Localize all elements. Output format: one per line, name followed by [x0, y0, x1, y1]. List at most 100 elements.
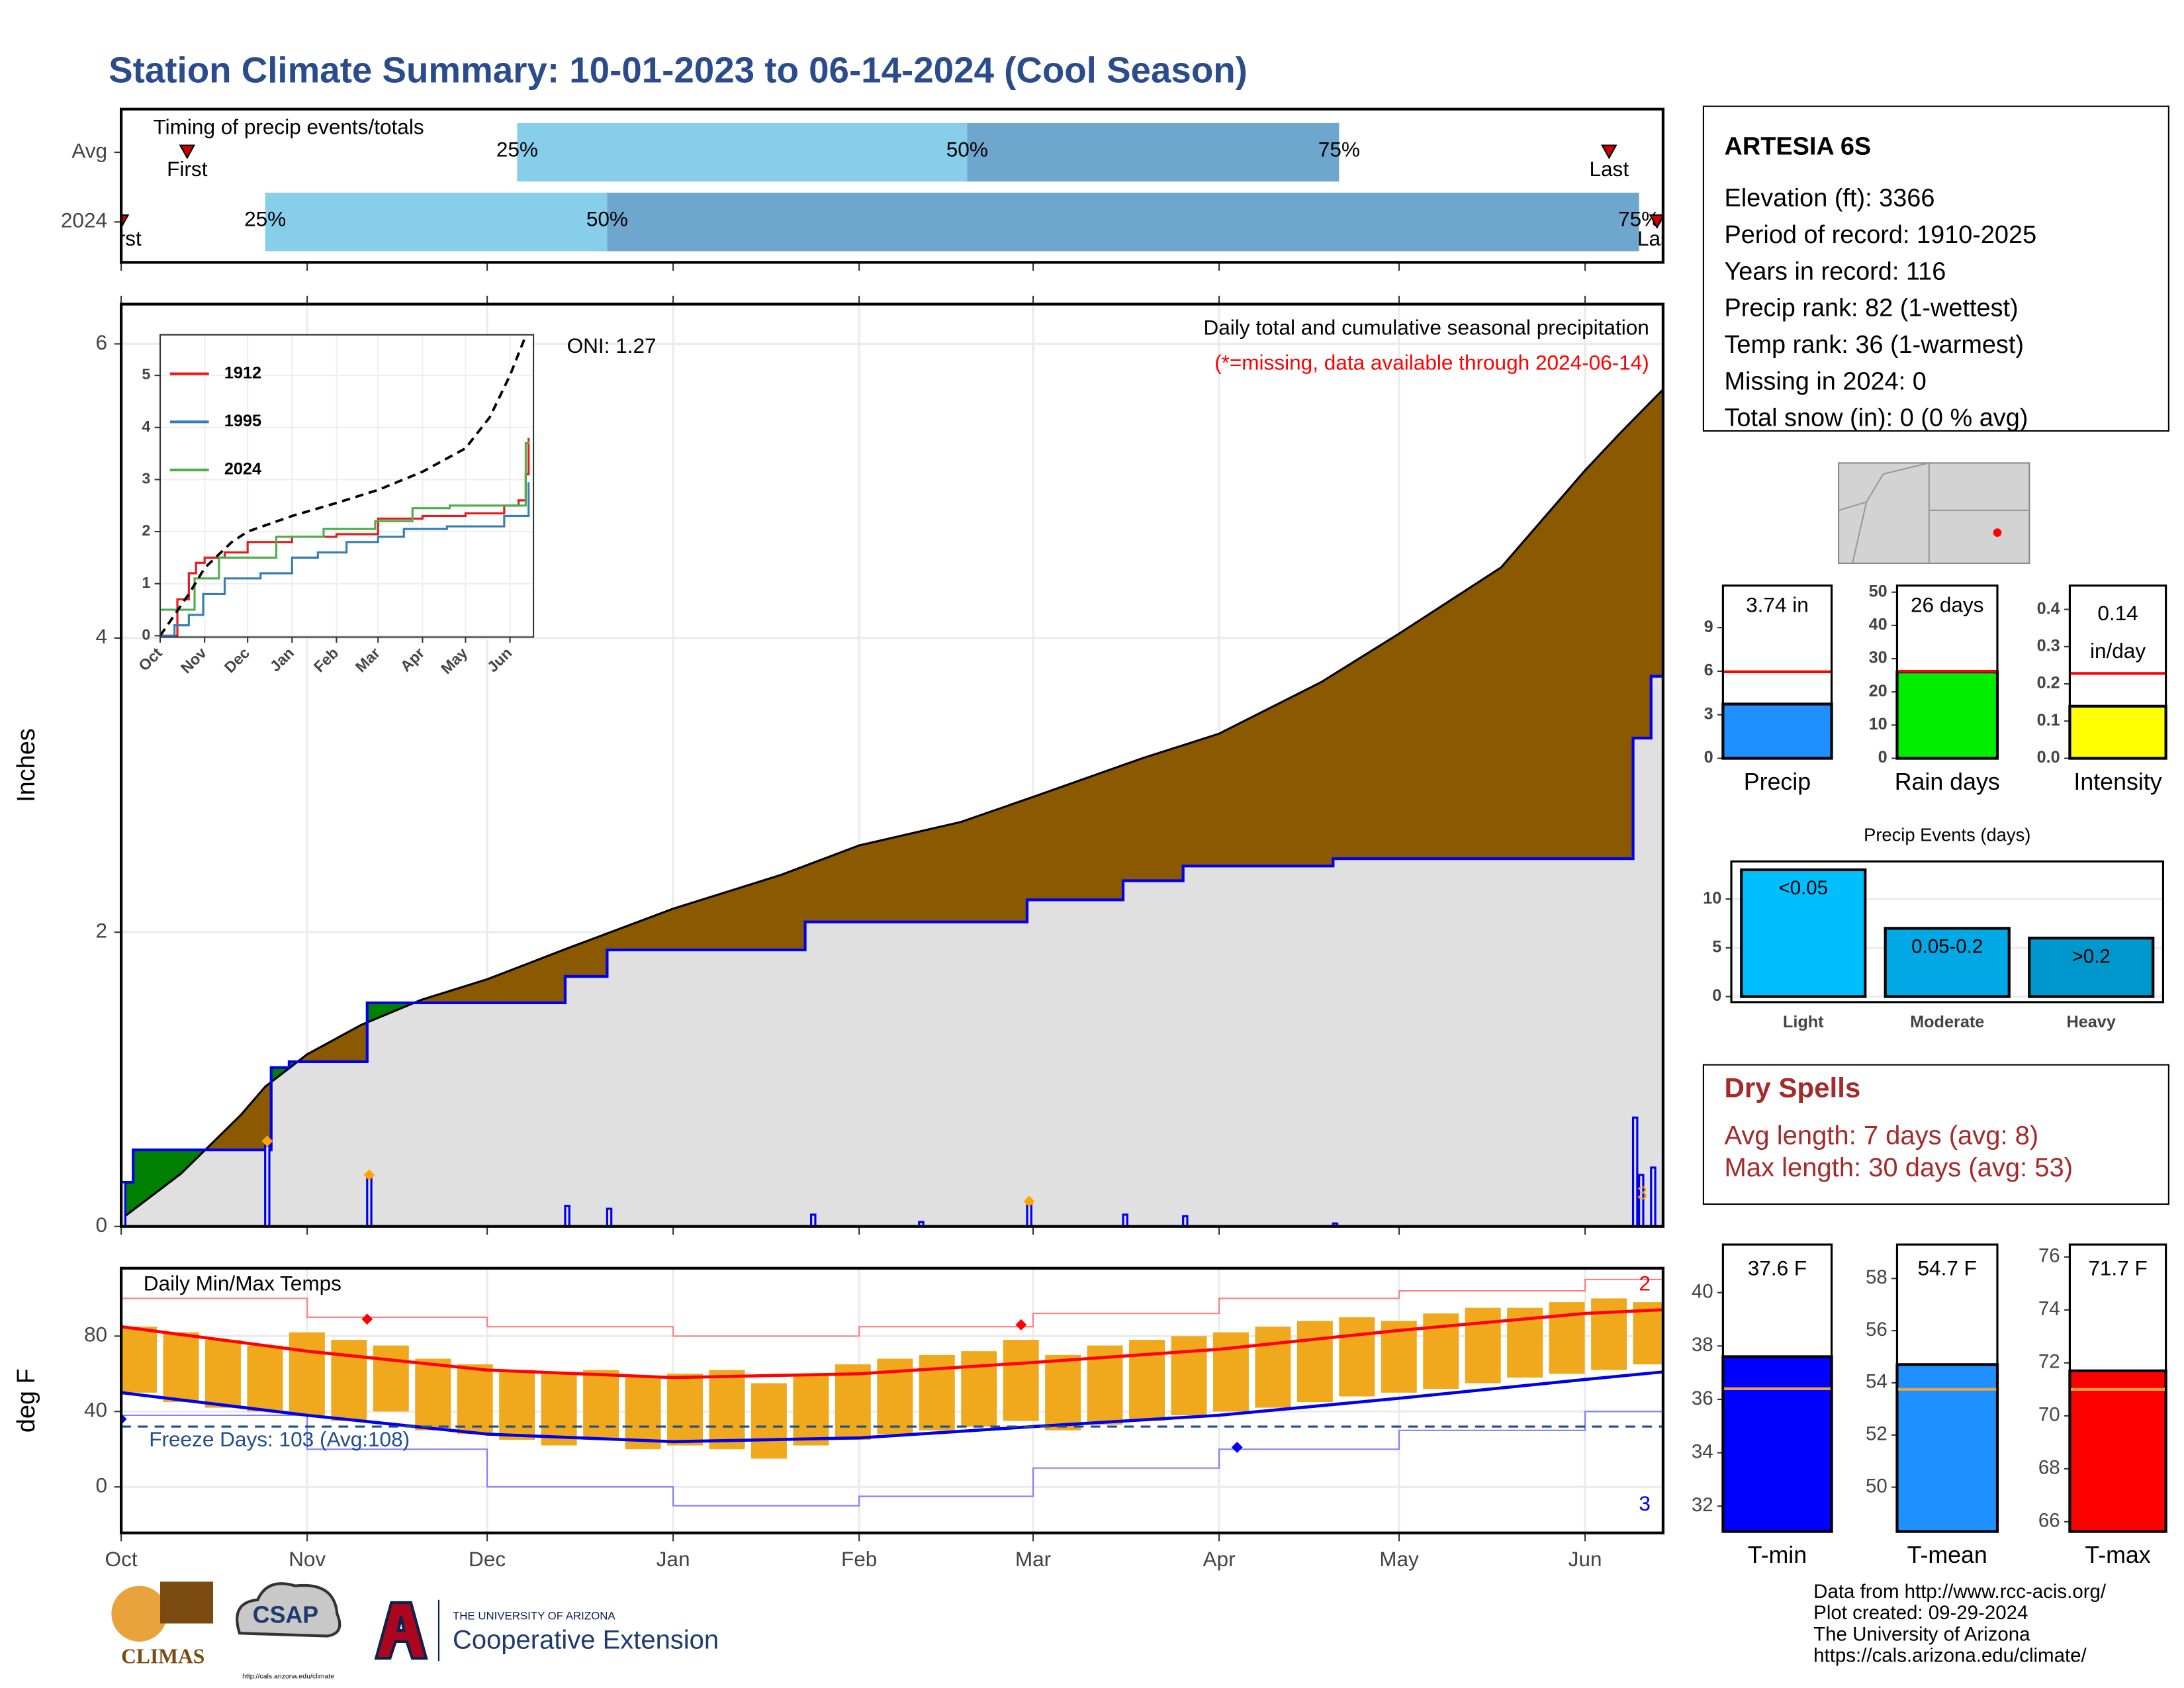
- event-marker: [1649, 214, 1663, 229]
- extension-text: Cooperative Extension: [453, 1625, 719, 1654]
- footer-line: The University of Arizona: [1813, 1623, 2030, 1645]
- bar: [1740, 868, 1867, 998]
- gauge-border: [1721, 1243, 1833, 1533]
- gauge-border: [1721, 585, 1833, 760]
- x-tick-label: Oct: [105, 1547, 138, 1571]
- ua-text: THE UNIVERSITY OF ARIZONA: [453, 1609, 615, 1622]
- gauge-bar: [2068, 1369, 2167, 1533]
- gauge-bar: [1895, 1363, 1999, 1533]
- timing-bar: [265, 193, 608, 252]
- y-tick-label: 1: [142, 574, 150, 591]
- station-dot: [1993, 528, 2002, 537]
- y-tick-label: 56: [1866, 1319, 1888, 1340]
- y-tick-label: 50: [1869, 582, 1888, 600]
- percent-label: 50%: [946, 137, 988, 161]
- category-label: T-min: [1748, 1542, 1807, 1568]
- temp-range-bar: [961, 1351, 997, 1427]
- x-tick-label: Light: [1783, 1013, 1824, 1031]
- dry-spells-box: [1702, 1064, 2169, 1205]
- y-tick-label: 5: [142, 365, 150, 383]
- value-label: 26 days: [1911, 593, 1984, 617]
- y-tick-label: 54: [1866, 1371, 1888, 1393]
- legend-label: 1995: [224, 412, 261, 430]
- daily-bar: [1638, 1174, 1645, 1227]
- y-tick-label: 66: [2038, 1510, 2060, 1532]
- event-marker: [363, 1169, 375, 1181]
- chart-title: Daily total and cumulative seasonal prec…: [1203, 316, 1649, 340]
- x-tick-label: Dec: [469, 1547, 506, 1571]
- record-min-count: 3: [1639, 1491, 1651, 1515]
- y-tick-label: 10: [1703, 889, 1721, 908]
- inset-border: [159, 334, 535, 638]
- y-tick-label: 0.3: [2037, 637, 2060, 655]
- temp-range-bar: [1171, 1336, 1207, 1415]
- value-label: 0.14: [2097, 601, 2138, 625]
- daily-bar: [366, 1174, 373, 1227]
- y-tick-label: 74: [2038, 1298, 2060, 1320]
- y-tick-label: 34: [1692, 1440, 1713, 1462]
- chart-title: Precip Events (days): [1864, 825, 2030, 845]
- percent-label: 25%: [496, 137, 538, 161]
- timing-title: Timing of precip events/totals: [154, 115, 424, 139]
- y-tick-label: 20: [1869, 682, 1888, 700]
- x-tick-label: Jan: [657, 1547, 690, 1571]
- percent-label: 25%: [244, 207, 286, 231]
- y-tick-label: 0.0: [2037, 748, 2060, 767]
- y-tick-label: 9: [1704, 618, 1713, 636]
- gauge-border: [1895, 585, 1999, 760]
- gauge-bar: [1721, 1355, 1833, 1533]
- daily-bar: [1332, 1222, 1339, 1227]
- temp-range-bar: [121, 1327, 158, 1393]
- event-label: First: [167, 157, 208, 181]
- temp-range-bar: [499, 1370, 535, 1440]
- avg-min-line: [121, 1370, 1663, 1444]
- y-tick-label: 2: [142, 522, 150, 539]
- freeze-label: Freeze Days: 103 (Avg:108): [149, 1427, 410, 1451]
- percent-label: 75%: [1318, 137, 1360, 161]
- x-tick-label: Jun: [1569, 1547, 1602, 1571]
- y-tick-label: 6: [96, 330, 108, 354]
- temp-range-bar: [1633, 1302, 1663, 1365]
- csap-url: http://cals.arizona.edu/climate: [242, 1672, 334, 1680]
- footer-line: Plot created: 09-29-2024: [1813, 1602, 2028, 1624]
- panel-border: [119, 303, 1664, 1228]
- row-label: 2024: [61, 209, 107, 232]
- temp-range-bar: [415, 1358, 451, 1430]
- bar: [1884, 927, 2011, 998]
- temp-range-bar: [1465, 1307, 1501, 1383]
- category-label: Precip: [1744, 769, 1811, 795]
- record-min-line: [121, 1402, 1663, 1507]
- y-tick-label: 0.4: [2037, 599, 2060, 618]
- daily-bar: [121, 1181, 126, 1227]
- y-tick-label: 80: [84, 1323, 107, 1346]
- y-tick-label: 5: [1712, 937, 1721, 956]
- record-max-count: 2: [1639, 1271, 1651, 1295]
- daily-bar: [1122, 1213, 1128, 1227]
- y-tick-label: 10: [1869, 715, 1888, 733]
- y-tick-label: 4: [142, 418, 150, 435]
- y-tick-label: 50: [1866, 1475, 1888, 1497]
- event-label: First: [101, 226, 142, 250]
- y-tick-label: 0: [142, 626, 150, 643]
- temp-range-bar: [709, 1370, 745, 1450]
- record-max-line: [121, 1276, 1663, 1337]
- temp-range-bar: [793, 1374, 829, 1446]
- average-line: [160, 334, 527, 637]
- daily-bar: [606, 1207, 613, 1227]
- daily-bar: [810, 1213, 817, 1227]
- average-line: [121, 389, 1663, 1220]
- y-tick-label: 0: [1878, 748, 1888, 767]
- y-tick-label: 40: [1869, 615, 1888, 633]
- y-tick-label: 32: [1692, 1494, 1713, 1516]
- season-line: [121, 675, 1663, 1184]
- event-marker: [121, 214, 130, 229]
- value-label: 71.7 F: [2088, 1256, 2147, 1280]
- gauge-bar: [1895, 670, 1999, 760]
- temp-range-bar: [373, 1345, 409, 1412]
- climas-icon: [160, 1581, 214, 1624]
- temp-range-bar: [1255, 1327, 1291, 1408]
- event-marker: [179, 144, 196, 160]
- y-tick-label: 30: [1869, 649, 1888, 667]
- ua-logo: [374, 1601, 428, 1660]
